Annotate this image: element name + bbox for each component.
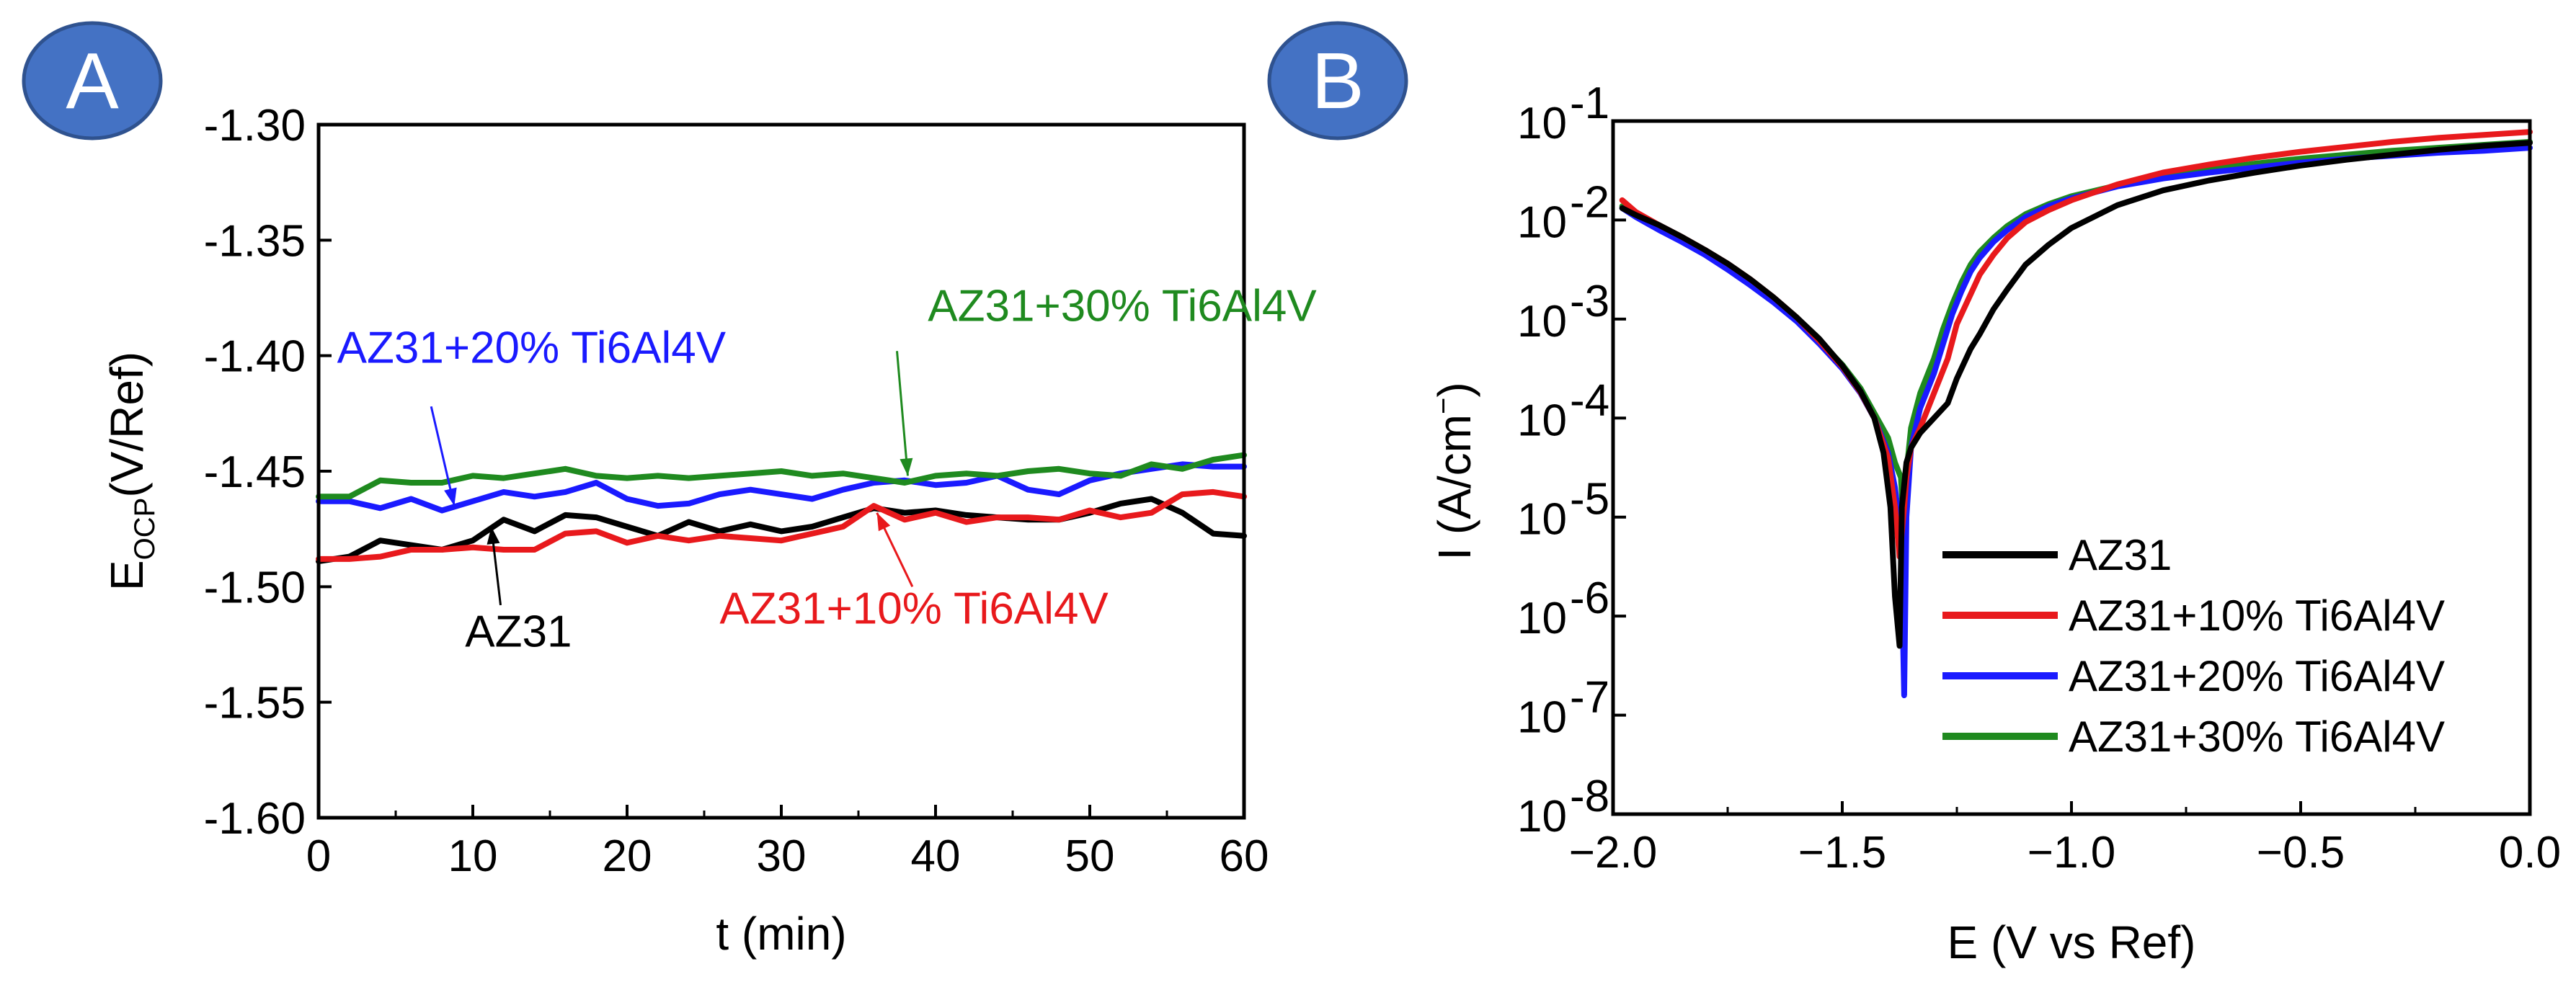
chart-b-xtick-label: −1.0 bbox=[2028, 828, 2115, 878]
chart-a-xtick-label: 0 bbox=[306, 831, 331, 881]
chart-b-ytick-label: 10 bbox=[1517, 594, 1567, 643]
chart-a-ylabel-sub: OCP bbox=[129, 498, 161, 561]
chart-b-ytick-exponent: -4 bbox=[1570, 375, 1609, 425]
chart-b-series-az31-20-ti6al4v bbox=[1619, 145, 2533, 699]
chart-a-ytick-label: -1.55 bbox=[204, 679, 306, 728]
panel-a-label: A bbox=[66, 37, 119, 125]
chart-b-ytick-label: 10 bbox=[1517, 396, 1567, 445]
chart-a-ticks: 0 10 20 30 40 50 60 -1.30 -1.35 -1.40 -1.45 -1.50 -1… bbox=[204, 101, 1269, 881]
chart-b-series-az31 bbox=[1619, 140, 2533, 649]
chart-a-xtick-label: 10 bbox=[448, 831, 498, 881]
chart-a-series-az31-30-ti6al4v bbox=[316, 452, 1247, 500]
chart-b-legend-label-az31-20-ti6al4v: AZ31+20% Ti6Al4V bbox=[2069, 652, 2445, 700]
chart-a-series-az31-20-ti6al4v bbox=[316, 461, 1247, 514]
chart-a-annotation-arrowhead-az31 bbox=[487, 526, 500, 545]
chart-b-series-group bbox=[1619, 129, 2533, 699]
chart-a-xtick-label: 20 bbox=[603, 831, 652, 881]
chart-a-ylabel-main: E bbox=[101, 560, 153, 591]
chart-a-annotation-arrowhead-az31-10-ti6al4v bbox=[876, 512, 891, 532]
chart-a-ytick-label: -1.60 bbox=[204, 794, 306, 844]
chart-b-legend-label-az31-10-ti6al4v: AZ31+10% Ti6Al4V bbox=[2069, 592, 2445, 640]
chart-a-xtick-label: 60 bbox=[1220, 831, 1269, 881]
chart-a-ylabel: EOCP(V/Ref) bbox=[101, 352, 161, 591]
chart-a-ylabel-unit: (V/Ref) bbox=[101, 352, 153, 498]
chart-b-ytick-label: 10 bbox=[1517, 792, 1567, 842]
chart-a-series-az31-10-ti6al4v bbox=[316, 488, 1247, 562]
chart-b-ylabel: I (A/cm−) bbox=[1428, 382, 1480, 560]
chart-b-ytick-exponent: -1 bbox=[1570, 79, 1609, 128]
chart-b-ytick-label: 10 bbox=[1517, 693, 1567, 743]
chart-a-xlabel: t (min) bbox=[716, 908, 846, 960]
chart-a-xtick-label: 50 bbox=[1065, 831, 1115, 881]
chart-a-ytick-label: -1.45 bbox=[204, 447, 306, 497]
chart-b-ytick-exponent: -8 bbox=[1570, 772, 1609, 821]
panel-b-badge: B bbox=[1267, 21, 1408, 140]
chart-b-legend: AZ31 AZ31+10% Ti6Al4V AZ31+20% Ti6Al4V AZ31… bbox=[1942, 531, 2445, 761]
chart-b-xtick-label: −0.5 bbox=[2257, 828, 2345, 878]
chart-b-ytick-exponent: -3 bbox=[1570, 277, 1609, 326]
chart-b-ylabel-close: ) bbox=[1429, 382, 1480, 397]
chart-b-ytick-exponent: -5 bbox=[1570, 475, 1609, 525]
chart-a-annotation-arrowhead-az31-20-ti6al4v bbox=[444, 487, 457, 506]
chart-b-ylabel-sup: − bbox=[1428, 398, 1460, 414]
chart-b-ytick-label: 10 bbox=[1517, 297, 1567, 347]
chart-a-xtick-label: 30 bbox=[757, 831, 807, 881]
chart-b-xtick-label: −2.0 bbox=[1569, 828, 1657, 878]
chart-a-annotation-arrow-az31-30-ti6al4v bbox=[896, 351, 909, 476]
chart-b-xtick-label: 0.0 bbox=[2499, 828, 2561, 878]
chart-a-ytick-label: -1.35 bbox=[204, 216, 306, 266]
chart-b-ytick-label: 10 bbox=[1517, 495, 1567, 545]
chart-b-ytick-label: 10 bbox=[1517, 99, 1567, 148]
chart-a-ytick-label: -1.50 bbox=[204, 563, 306, 612]
chart-b-xlabel: E (V vs Ref) bbox=[1947, 916, 2196, 968]
chart-b-legend-label-az31-30-ti6al4v: AZ31+30% Ti6Al4V bbox=[2069, 713, 2445, 761]
chart-a-annotation-arrowhead-az31-30-ti6al4v bbox=[900, 457, 913, 476]
chart-b-xtick-label: −1.5 bbox=[1798, 828, 1886, 878]
panel-a-badge: A bbox=[22, 21, 163, 140]
chart-a-annotation-az31-20-ti6al4v: AZ31+20% Ti6Al4V bbox=[337, 323, 727, 372]
chart-b-series-az31-10-ti6al4v bbox=[1619, 129, 2533, 560]
panel-b-label: B bbox=[1311, 37, 1364, 125]
chart-a-annotation-az31: AZ31 bbox=[465, 607, 572, 657]
panel-b-badge-shape bbox=[1267, 21, 1408, 140]
chart-b-legend-label-az31: AZ31 bbox=[2069, 531, 2172, 579]
chart-a-annotation-az31-10-ti6al4v: AZ31+10% Ti6Al4V bbox=[719, 584, 1109, 634]
chart-b-ytick-exponent: -6 bbox=[1570, 573, 1609, 623]
chart-b-ytick-label: 10 bbox=[1517, 197, 1567, 247]
chart-a-annotations: AZ31+30% Ti6Al4V AZ31+20% Ti6Al4V AZ31 AZ31… bbox=[337, 282, 1318, 657]
chart-b-ticks: −2.0 −1.5 −1.0 −0.5 0.010 -110 -210 -310 -410 -51… bbox=[1517, 79, 2561, 878]
chart-a-xtick-label: 40 bbox=[911, 831, 961, 881]
chart-a-ytick-label: -1.40 bbox=[204, 332, 306, 382]
chart-b-ytick-exponent: -7 bbox=[1570, 673, 1609, 723]
chart-b-ytick-exponent: -2 bbox=[1570, 177, 1609, 227]
chart-b-ylabel-main: I (A/cm bbox=[1429, 414, 1480, 561]
chart-a-ytick-label: -1.30 bbox=[204, 101, 306, 151]
chart-a-series-group bbox=[316, 452, 1247, 565]
chart-a-annotation-az31-30-ti6al4v: AZ31+30% Ti6Al4V bbox=[928, 282, 1317, 331]
chart-a: 0 10 20 30 40 50 60 -1.30 -1.35 -1.40 -1.45 -1.50 -1… bbox=[101, 101, 1317, 960]
panel-a-badge-shape bbox=[22, 21, 163, 140]
chart-b: −2.0 −1.5 −1.0 −0.5 0.010 -110 -210 -310 -410 -51… bbox=[1428, 79, 2561, 968]
